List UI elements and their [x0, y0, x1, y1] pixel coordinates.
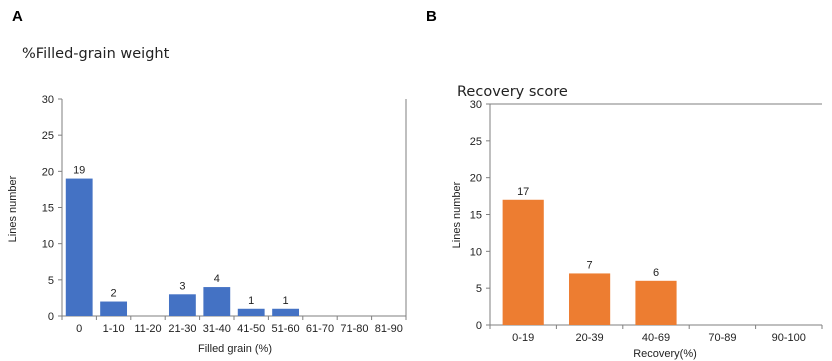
chart-a-bar: [168, 294, 196, 316]
chart-a-data-label: 2: [111, 288, 117, 300]
chart-a-plot: 0 5 10 15 20 25 30 19 0 2 1-10 11-20 3 21-30 4 31-40 1 41…: [42, 94, 407, 335]
chart-a-x-tick-label: 1-10: [103, 323, 125, 335]
chart-b-y-tick-label: 5: [476, 283, 482, 295]
chart-a-bar: [65, 178, 93, 316]
chart-a-data-label: 4: [214, 273, 220, 285]
chart-a-x-axis-label: Filled grain (%): [198, 343, 272, 355]
chart-a-y-tick-label: 25: [42, 130, 54, 142]
chart-b-x-tick-label: 70-89: [708, 332, 736, 344]
chart-b-bar: [502, 199, 544, 325]
chart-a-data-label: 3: [179, 280, 185, 292]
chart-b-x-tick-label: 20-39: [576, 332, 604, 344]
chart-b-data-label: 6: [653, 267, 659, 279]
chart-b-plot: 0 5 10 15 20 25 30 17 0-19 7 20-39 6 40-69 70-89 90-10…: [470, 99, 823, 344]
chart-a-x-tick-label: 11-20: [134, 323, 161, 335]
chart-a-y-axis-label: Lines number: [7, 175, 19, 242]
chart-a-x-tick-label: 81-90: [375, 323, 403, 335]
chart-a-y-tick-label: 10: [42, 239, 54, 251]
chart-b-y-tick-label: 30: [470, 99, 482, 111]
chart-b-y-tick-label: 15: [470, 210, 482, 222]
panel-a-letter: A: [12, 8, 23, 25]
chart-a-bar: [203, 287, 231, 316]
chart-a-data-label: 19: [73, 165, 85, 177]
chart-b-y-tick-label: 10: [470, 246, 482, 258]
chart-a-y-tick-label: 5: [48, 275, 54, 287]
chart-a-y-tick-label: 15: [42, 203, 54, 215]
chart-a-x-tick-label: 31-40: [203, 323, 231, 335]
chart-a-x-tick-label: 0: [76, 323, 82, 335]
chart-a-y-tick-label: 20: [42, 166, 54, 178]
chart-a-y-tick-label: 0: [48, 311, 54, 323]
chart-b-y-tick-label: 25: [470, 136, 482, 148]
chart-a-bar: [100, 301, 128, 316]
panel-b-letter: B: [426, 8, 437, 25]
chart-a-y-tick-label: 30: [42, 94, 54, 106]
chart-b-y-tick-label: 0: [476, 320, 482, 332]
chart-a-data-label: 1: [283, 295, 289, 307]
chart-b-data-label: 7: [587, 259, 593, 271]
chart-a-bar: [272, 308, 300, 316]
chart-b-x-tick-label: 40-69: [642, 332, 670, 344]
chart-a-data-label: 1: [248, 295, 254, 307]
chart-b-x-tick-label: 0-19: [512, 332, 534, 344]
chart-b-data-label: 17: [517, 186, 529, 198]
chart-a-x-tick-label: 41-50: [237, 323, 265, 335]
chart-a-bar: [237, 308, 265, 316]
chart-b-x-tick-label: 90-100: [772, 332, 806, 344]
chart-a-x-tick-label: 51-60: [272, 323, 300, 335]
chart-b-y-tick-label: 20: [470, 173, 482, 185]
chart-a-x-tick-label: 71-80: [340, 323, 368, 335]
chart-a-title: %Filled-grain weight: [22, 46, 170, 62]
chart-b-bar: [569, 273, 611, 325]
chart-b-title: Recovery score: [457, 84, 568, 100]
chart-a-x-tick-label: 61-70: [306, 323, 334, 335]
chart-b-bar: [635, 280, 677, 325]
chart-a-x-tick-label: 21-30: [168, 323, 196, 335]
chart-b-y-axis-label: Lines number: [451, 181, 463, 248]
chart-b-x-axis-label: Recovery(%): [633, 348, 697, 360]
